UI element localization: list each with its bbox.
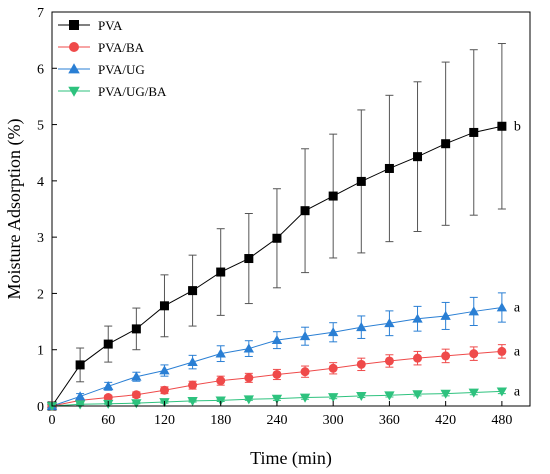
legend-label: PVA/UG bbox=[98, 62, 145, 77]
data-point-pva-ug-ba bbox=[299, 393, 311, 403]
data-point-pva bbox=[131, 324, 141, 334]
data-point-pva-ug bbox=[131, 371, 142, 381]
legend-label: PVA bbox=[98, 18, 123, 33]
data-point-pva-ug bbox=[215, 348, 226, 358]
data-point-pva-ba bbox=[244, 373, 254, 383]
data-point-pva bbox=[356, 176, 366, 186]
data-point-pva bbox=[75, 360, 85, 370]
data-point-pva bbox=[216, 267, 226, 277]
data-point-pva-ug-ba bbox=[356, 391, 367, 402]
y-tick-label: 6 bbox=[37, 62, 44, 77]
data-point-pva-ug-ba bbox=[440, 389, 451, 399]
legend-entry-pva-ug: PVA/UG bbox=[58, 62, 145, 77]
x-tick-label: 0 bbox=[49, 413, 56, 428]
data-point-pva-ba bbox=[300, 367, 310, 377]
data-point-pva bbox=[244, 254, 254, 264]
data-point-pva bbox=[300, 206, 310, 216]
data-point-pva bbox=[497, 121, 507, 131]
data-point-pva-ug bbox=[440, 310, 451, 320]
x-tick-label: 240 bbox=[266, 413, 287, 428]
legend-entry-pva: PVA bbox=[58, 18, 123, 33]
data-point-pva-ug-ba bbox=[243, 395, 254, 405]
data-point-pva-ba bbox=[103, 393, 113, 403]
data-point-pva-ug bbox=[468, 306, 479, 316]
y-tick-label: 5 bbox=[37, 119, 44, 134]
data-point-pva-ug-ba bbox=[412, 390, 423, 400]
legend-marker bbox=[68, 86, 80, 97]
data-point-pva bbox=[413, 152, 423, 162]
data-point-pva-ba bbox=[469, 349, 479, 359]
annotation-label: a bbox=[514, 344, 521, 359]
data-point-pva-ug-ba bbox=[384, 391, 395, 401]
data-point-pva-ug-ba bbox=[46, 402, 58, 412]
data-point-pva-ug bbox=[159, 365, 170, 375]
x-tick-label: 300 bbox=[323, 413, 344, 428]
y-axis-title: Moisture Adsorption (%) bbox=[4, 119, 25, 300]
data-point-pva-ba bbox=[328, 363, 338, 373]
data-point-pva-ug bbox=[187, 356, 198, 366]
x-tick-label: 180 bbox=[210, 413, 231, 428]
data-point-pva bbox=[103, 339, 113, 349]
legend-marker bbox=[69, 42, 79, 52]
legend-marker bbox=[68, 63, 80, 74]
annotation-label: a bbox=[514, 384, 521, 399]
data-point-pva-ug bbox=[74, 391, 86, 401]
x-tick-label: 480 bbox=[491, 413, 512, 428]
data-point-pva bbox=[188, 286, 198, 296]
data-point-pva-ug-ba bbox=[496, 387, 508, 397]
data-point-pva bbox=[441, 139, 451, 149]
annotation-label: a bbox=[514, 301, 521, 316]
data-point-pva-ba bbox=[159, 385, 169, 395]
data-point-pva-ug-ba bbox=[328, 393, 339, 403]
y-tick-label: 1 bbox=[37, 344, 44, 359]
data-point-pva-ba bbox=[413, 353, 423, 363]
data-point-pva-ug bbox=[412, 313, 423, 323]
data-point-pva-ug-ba bbox=[131, 399, 142, 409]
data-point-pva bbox=[272, 233, 282, 243]
x-tick-label: 360 bbox=[379, 413, 400, 428]
data-point-pva-ba bbox=[356, 359, 366, 369]
data-point-pva-ug bbox=[299, 331, 311, 341]
x-tick-label: 120 bbox=[154, 413, 175, 428]
data-point-pva-ba bbox=[497, 346, 507, 356]
y-tick-label: 7 bbox=[37, 6, 44, 21]
legend-entry-pva-ba: PVA/BA bbox=[58, 40, 145, 55]
annotation-label: b bbox=[514, 119, 521, 134]
legend-label: PVA/UG/BA bbox=[98, 84, 167, 99]
data-point-pva-ug bbox=[243, 343, 254, 353]
data-point-pva-ba bbox=[131, 390, 141, 400]
legend-entry-pva-ug-ba: PVA/UG/BA bbox=[58, 84, 167, 99]
data-point-pva-ug-ba bbox=[468, 388, 479, 398]
data-point-pva-ug-ba bbox=[187, 397, 198, 407]
legend-marker bbox=[69, 20, 79, 30]
data-point-pva-ug bbox=[496, 302, 508, 312]
data-point-pva-ba bbox=[441, 351, 451, 361]
data-point-pva-ba bbox=[216, 376, 226, 386]
data-point-pva bbox=[469, 127, 479, 137]
legend-label: PVA/BA bbox=[98, 40, 145, 55]
x-axis-title: Time (min) bbox=[250, 448, 332, 469]
data-point-pva bbox=[159, 301, 169, 311]
data-point-pva-ba bbox=[188, 380, 198, 390]
y-tick-label: 0 bbox=[37, 400, 44, 415]
data-point-pva-ug-ba bbox=[74, 400, 86, 410]
data-point-pva bbox=[328, 191, 338, 201]
x-tick-label: 420 bbox=[435, 413, 456, 428]
y-tick-label: 2 bbox=[37, 287, 44, 302]
data-point-pva-ug bbox=[271, 334, 283, 345]
data-point-pva-ug bbox=[103, 381, 114, 391]
data-point-pva-ug bbox=[356, 322, 367, 332]
data-point-pva bbox=[384, 163, 394, 173]
data-point-pva-ba bbox=[272, 369, 282, 379]
data-point-pva-ug-ba bbox=[271, 394, 283, 404]
data-point-pva-ug bbox=[384, 318, 395, 328]
data-point-pva-ug bbox=[328, 327, 339, 337]
y-tick-label: 4 bbox=[37, 175, 44, 190]
x-tick-label: 60 bbox=[101, 413, 115, 428]
data-point-pva-ba bbox=[384, 356, 394, 366]
plot-frame bbox=[51, 11, 531, 407]
y-tick-label: 3 bbox=[37, 231, 44, 246]
